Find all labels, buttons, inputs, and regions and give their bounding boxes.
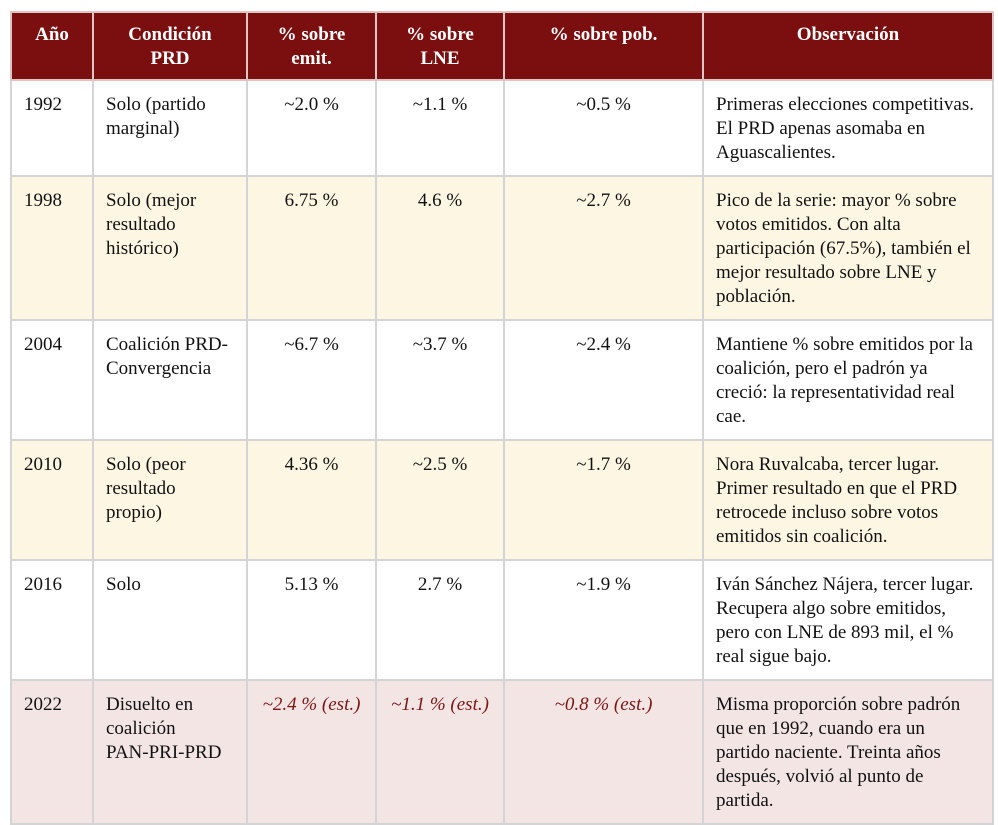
- header-observation: Observación: [702, 11, 994, 81]
- lne-cell: ~1.1 %: [375, 79, 505, 177]
- pob-cell: ~0.8 % (est.): [503, 679, 704, 825]
- lne-cell: 4.6 %: [375, 175, 505, 321]
- emit-cell: ~2.4 % (est.): [246, 679, 377, 825]
- condition-cell: Solo (peor resultado propio): [92, 439, 248, 561]
- header-year: Año: [10, 11, 94, 81]
- prd-results-table: Año Condición PRD % sobre emit. % sobre …: [10, 11, 994, 825]
- year-cell: 1992: [10, 79, 94, 177]
- pob-cell: ~0.5 %: [503, 79, 704, 177]
- observation-cell: Iván Sánchez Nájera, tercer lugar. Recup…: [702, 559, 994, 681]
- emit-cell: 4.36 %: [246, 439, 377, 561]
- pob-cell: ~1.9 %: [503, 559, 704, 681]
- table-row: 2004 Coalición PRD-Convergencia ~6.7 % ~…: [10, 319, 994, 441]
- lne-cell: 2.7 %: [375, 559, 505, 681]
- table-row: 2016 Solo 5.13 % 2.7 % ~1.9 % Iván Sánch…: [10, 559, 994, 681]
- condition-cell: Solo: [92, 559, 248, 681]
- observation-cell: Nora Ruvalcaba, tercer lugar. Primer res…: [702, 439, 994, 561]
- header-lne: % sobre LNE: [375, 11, 505, 81]
- emit-cell: ~2.0 %: [246, 79, 377, 177]
- year-cell: 2010: [10, 439, 94, 561]
- observation-cell: Mantiene % sobre emitidos por la coalici…: [702, 319, 994, 441]
- emit-cell: 6.75 %: [246, 175, 377, 321]
- header-condition: Condición PRD: [92, 11, 248, 81]
- condition-cell: Disuelto en coalición PAN-PRI-PRD: [92, 679, 248, 825]
- year-cell: 2016: [10, 559, 94, 681]
- observation-cell: Pico de la serie: mayor % sobre votos em…: [702, 175, 994, 321]
- year-cell: 2004: [10, 319, 94, 441]
- observation-cell: Primeras elecciones competitivas. El PRD…: [702, 79, 994, 177]
- header-emit: % sobre emit.: [246, 11, 377, 81]
- year-cell: 1998: [10, 175, 94, 321]
- condition-cell: Solo (mejor resultado histórico): [92, 175, 248, 321]
- condition-cell: Coalición PRD-Convergencia: [92, 319, 248, 441]
- header-pob: % sobre pob.: [503, 11, 704, 81]
- observation-cell: Misma proporción sobre padrón que en 199…: [702, 679, 994, 825]
- pob-cell: ~2.4 %: [503, 319, 704, 441]
- table-row: 1998 Solo (mejor resultado histórico) 6.…: [10, 175, 994, 321]
- lne-cell: ~3.7 %: [375, 319, 505, 441]
- year-cell: 2022: [10, 679, 94, 825]
- emit-cell: 5.13 %: [246, 559, 377, 681]
- pob-cell: ~2.7 %: [503, 175, 704, 321]
- lne-cell: ~1.1 % (est.): [375, 679, 505, 825]
- table-row: 1992 Solo (partido marginal) ~2.0 % ~1.1…: [10, 79, 994, 177]
- lne-cell: ~2.5 %: [375, 439, 505, 561]
- table-row: 2022 Disuelto en coalición PAN-PRI-PRD ~…: [10, 679, 994, 825]
- condition-cell: Solo (partido marginal): [92, 79, 248, 177]
- table-row: 2010 Solo (peor resultado propio) 4.36 %…: [10, 439, 994, 561]
- emit-cell: ~6.7 %: [246, 319, 377, 441]
- pob-cell: ~1.7 %: [503, 439, 704, 561]
- header-row: Año Condición PRD % sobre emit. % sobre …: [10, 11, 994, 81]
